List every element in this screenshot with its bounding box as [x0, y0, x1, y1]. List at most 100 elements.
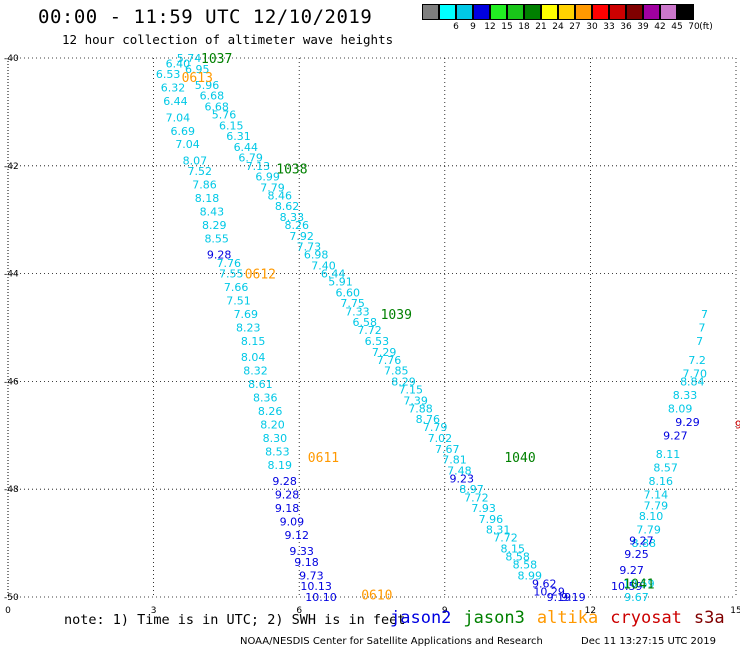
- color-scale-label: 30: [586, 22, 598, 32]
- chart-title: 00:00 - 11:59 UTC 12/10/2019: [38, 6, 373, 28]
- wave-height-point: 7.67: [435, 443, 460, 456]
- color-scale-label: 9: [470, 22, 476, 32]
- wave-height-point: 6.60: [335, 286, 360, 299]
- wave-height-point: 8.61: [248, 378, 273, 391]
- color-scale-label: 21: [535, 22, 547, 32]
- wave-height-point: 8.16: [649, 475, 674, 488]
- wave-height-point: 6.95: [185, 63, 210, 76]
- color-scale-label: 18: [518, 22, 530, 32]
- wave-height-point: 8.29: [391, 375, 416, 388]
- x-tick-label: 12: [585, 606, 596, 616]
- wave-height-point: 9.19: [547, 591, 572, 604]
- wave-height-point: 8.09: [668, 402, 693, 415]
- data-points: 5.746.406.95 6.53 5.96 6.32 6.68 6.44 6.68 7.04…: [156, 52, 740, 604]
- wave-height-point: 7.51: [226, 295, 251, 308]
- wave-height-point: 7.76: [217, 257, 242, 270]
- wave-height-point: 8.46: [268, 189, 293, 202]
- wave-height-point: 9.28: [275, 489, 300, 502]
- wave-height-point: 6.58: [352, 316, 377, 329]
- wave-height-point: 6.79: [238, 152, 263, 165]
- wave-height-point: 7.79: [423, 421, 448, 434]
- color-scale-label: 36: [620, 22, 632, 32]
- wave-height-point: 7.33: [345, 305, 370, 318]
- satellite-legend-item: altika: [536, 608, 599, 628]
- wave-height-point: 8.11: [656, 448, 681, 461]
- wave-height-point: 7.81: [442, 454, 467, 467]
- color-swatch: [677, 4, 694, 20]
- color-swatch: [456, 4, 473, 20]
- wave-height-point: 10.59: [611, 580, 643, 593]
- pass-time-label: 0610: [361, 588, 392, 603]
- tick-labels: 0 3 6 9 12 15 -40 -42 -44 -46 -48 -50: [4, 54, 740, 616]
- color-swatch: [473, 4, 490, 20]
- wave-height-point: 7.29: [372, 346, 397, 359]
- wave-height-point: 7: [701, 308, 708, 321]
- wave-height-point: 7.2: [688, 354, 706, 367]
- color-scale-label: 33: [603, 22, 615, 32]
- pass-time-label: 1038: [276, 162, 307, 177]
- wave-height-point: 8.23: [236, 322, 261, 335]
- wave-height-point: 8.26: [258, 405, 283, 418]
- wave-height-point: 7: [696, 335, 703, 348]
- wave-height-point: 7.75: [340, 297, 365, 310]
- wave-height-point: 7.66: [224, 281, 249, 294]
- wave-height-point: 9.29: [675, 416, 700, 429]
- satellite-legend-item: jason2: [390, 608, 452, 628]
- wave-height-point: 9.12: [285, 529, 310, 542]
- wave-height-point: 7.85: [384, 365, 409, 378]
- wave-height-point: 7.86: [192, 179, 217, 192]
- wave-height-point: 8.62: [275, 200, 300, 213]
- x-tick-label: 15: [730, 606, 740, 616]
- wave-height-point: 8.76: [416, 413, 441, 426]
- wave-height-point: 9.09: [280, 516, 305, 529]
- wave-height-point: 9.62: [532, 578, 557, 591]
- wave-height-point: 8.36: [253, 392, 278, 405]
- wave-height-point: 8.58: [513, 559, 538, 572]
- wave-height-point: 7.55: [219, 268, 244, 281]
- wave-height-point: 8.20: [260, 419, 285, 432]
- wave-height-point: 7.04: [175, 138, 200, 151]
- y-tick-label: -42: [4, 162, 19, 172]
- color-swatch: [490, 4, 507, 20]
- wave-height-point: 7.72: [464, 491, 489, 504]
- color-scale-label: 70: [688, 22, 700, 32]
- pass-time-label: 1037: [201, 52, 232, 67]
- wave-height-point: 8.19: [268, 459, 293, 472]
- wave-height-point: 7.88: [408, 402, 433, 415]
- wave-height-point: 10.10: [305, 591, 337, 604]
- wave-height-point: 7.79: [644, 499, 669, 512]
- color-scale-label: 6: [453, 22, 459, 32]
- wave-height-point: 7.79: [260, 181, 285, 194]
- wave-height-point: 8.43: [200, 206, 225, 219]
- wave-height-point: 8.33: [280, 211, 305, 224]
- color-swatch: [507, 4, 524, 20]
- wave-height-point: 8.30: [263, 432, 288, 445]
- wave-height-point: 8.53: [265, 445, 290, 458]
- wave-height-point: 9.27: [663, 429, 688, 442]
- wave-height-point: 9.23: [450, 472, 475, 485]
- y-tick-label: -44: [4, 270, 19, 280]
- wave-height-point: 6.99: [255, 171, 280, 184]
- color-swatch: [643, 4, 660, 20]
- pass-time-label: 1041: [623, 578, 654, 593]
- color-swatch: [541, 4, 558, 20]
- y-tick-label: -46: [4, 377, 19, 387]
- wave-height-point: 6.53: [156, 68, 181, 81]
- wave-height-point: 9.25: [624, 548, 649, 561]
- wave-height-point: 8.15: [241, 335, 266, 348]
- x-tick-label: 0: [5, 606, 11, 616]
- wave-height-point: 7.93: [471, 502, 496, 515]
- wave-height-point: 9.33: [289, 545, 314, 558]
- wave-height-point: 7.72: [493, 532, 518, 545]
- satellite-legend-item: jason3: [463, 608, 525, 628]
- color-scale-label: 27: [569, 22, 581, 32]
- pass-labels: 1037 0613 1038 0612 1039 0611 1040 0610 1041: [182, 52, 655, 603]
- wave-height-point: 6.40: [166, 57, 191, 70]
- wave-height-point: 8.97: [459, 483, 484, 496]
- wave-height-point: 7.70: [682, 367, 707, 380]
- wave-height-point: 8.18: [195, 192, 220, 205]
- satellite-legend: jason2 jason3 altika cryosat s3a: [390, 608, 737, 628]
- y-tick-label: -50: [4, 593, 19, 603]
- wave-height-point: 6.44: [321, 268, 346, 281]
